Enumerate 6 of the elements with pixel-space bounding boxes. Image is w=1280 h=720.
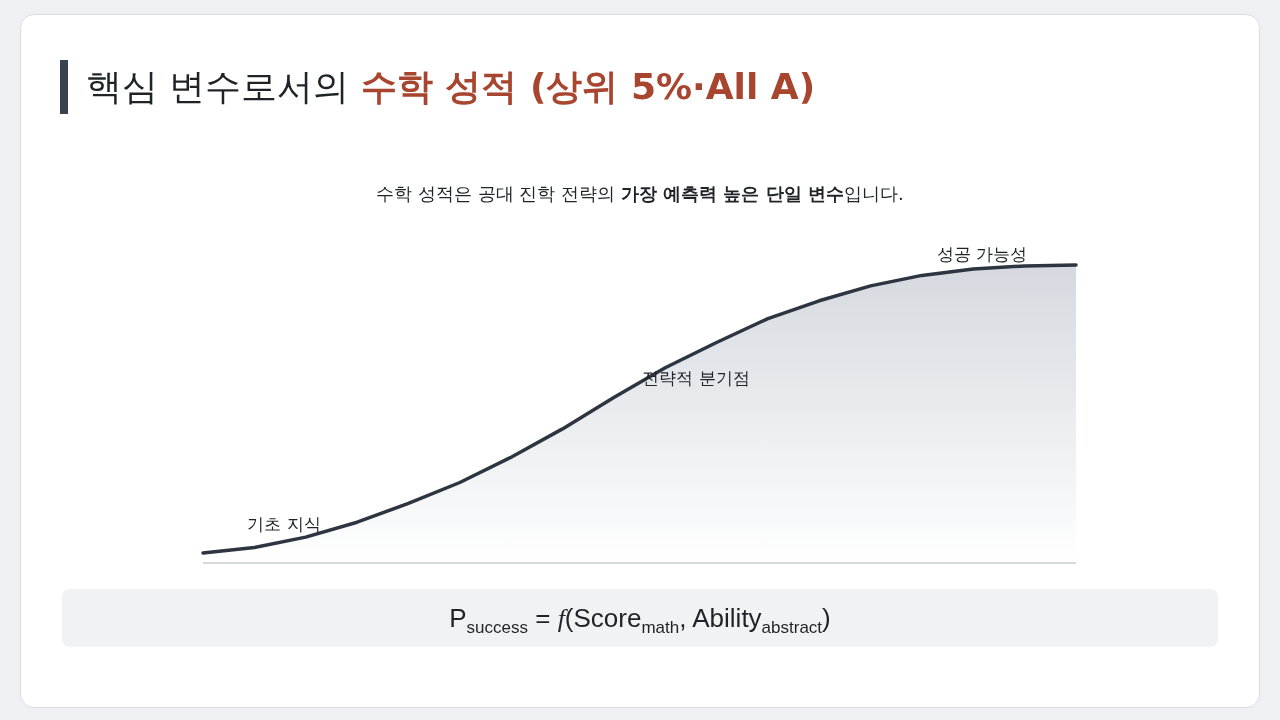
annotation: 기초 지식 [247, 514, 321, 534]
text: 성공 가능성 [936, 244, 1028, 264]
annotation: 전략적 분기점 [642, 368, 750, 388]
chart-subtitle: 수학 성적은 공대 진학 전략의 가장 예측력 높은 단일 변수입니다. [376, 183, 904, 204]
text: P$_{success}$ = f(Score$_{math}$, Ability$_{abstract}$) [449, 603, 831, 638]
chart-title: 핵심 변수로서의 수학 성적 (상위 5%·All A) [86, 66, 816, 107]
